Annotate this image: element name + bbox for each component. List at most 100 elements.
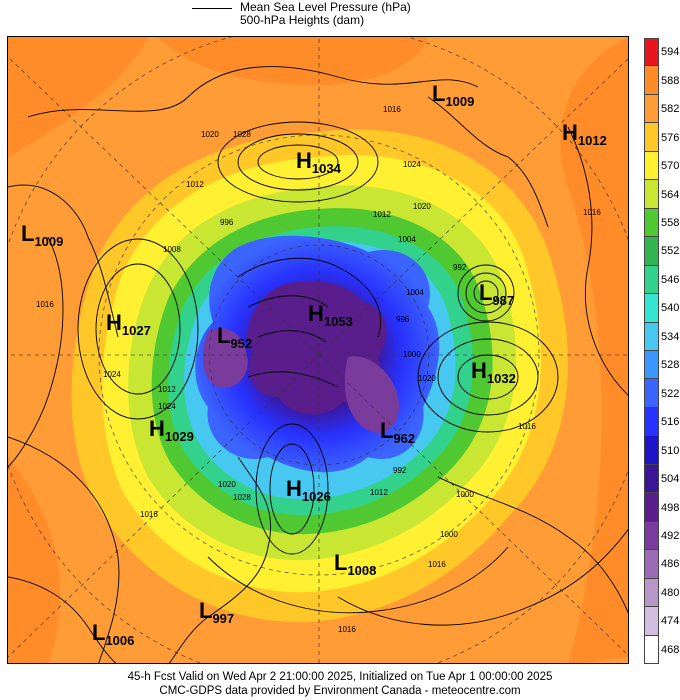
L1008-south: L1008: [334, 550, 376, 578]
isobar-label: 996: [220, 218, 234, 227]
isobar-label: 1020: [201, 130, 219, 139]
pressure-value: 1034: [312, 161, 342, 176]
colorbar-swatch: [644, 493, 659, 522]
colorbar-label: 570: [661, 160, 680, 173]
isobar-label: 1000: [440, 530, 458, 539]
isobar-label: 1016: [428, 560, 446, 569]
pressure-value: 1009: [445, 94, 474, 109]
legend-heights-label: 500-hPa Heights (dam): [240, 13, 365, 27]
isobar-label: 1012: [186, 180, 204, 189]
colorbar-label: 474: [661, 615, 680, 628]
H1027-west: H1027: [106, 310, 151, 338]
colorbar-swatch: [644, 635, 659, 664]
isobar-label: 996: [396, 315, 410, 324]
isobars: [8, 66, 628, 663]
colorbar-label: 528: [661, 359, 680, 372]
isobar-label: 1028: [233, 130, 251, 139]
pressure-value: 962: [393, 431, 415, 446]
colorbar-swatch: [644, 66, 659, 95]
L1006-southwest: L1006: [92, 620, 134, 648]
pressure-value: 997: [212, 611, 234, 626]
H1032-east: H1032: [471, 358, 516, 386]
data-credit-text: CMC-GDPS data provided by Environment Ca…: [159, 685, 521, 697]
colorbar-swatch: [644, 407, 659, 437]
colorbar-label: 492: [661, 529, 680, 542]
isobar-label: 1016: [518, 422, 536, 431]
pressure-type: H: [562, 120, 578, 145]
isobar-label: 1016: [383, 105, 401, 114]
colorbar-swatch: [644, 94, 659, 124]
height-band-588-nw: [8, 37, 148, 157]
isobar-label: 1016: [140, 510, 158, 519]
pressure-line-swatch: [192, 8, 232, 9]
pressure-type: H: [308, 301, 324, 326]
pressure-type: H: [149, 416, 165, 441]
colorbar-label: 516: [661, 416, 680, 429]
colorbar-swatch: [644, 578, 659, 608]
forecast-validity-text: 45-h Fcst Valid on Wed Apr 2 21:00:00 20…: [127, 671, 553, 683]
colorbar-swatch: [644, 294, 659, 323]
pressure-value: 1032: [487, 371, 516, 386]
pressure-type: L: [479, 280, 492, 305]
isobar-label: 1028: [233, 493, 251, 502]
L1009-west: L1009: [21, 221, 63, 249]
colorbar-label: 480: [661, 586, 680, 599]
colorbar-swatch: [644, 436, 659, 465]
colorbar-swatch: [644, 38, 659, 67]
colorbar-label: 558: [661, 216, 680, 229]
L987-east: L987: [479, 280, 514, 308]
pressure-value: 1012: [578, 133, 607, 148]
height-band-588-n: [158, 37, 428, 86]
colorbar-swatch: [644, 464, 659, 494]
colorbar-label: 546: [661, 273, 680, 286]
colorbar-label: 552: [661, 245, 680, 258]
colorbar-label: 510: [661, 444, 680, 457]
pressure-type: L: [199, 598, 212, 623]
L1009-east-pacific: L1009: [432, 81, 474, 109]
colorbar-label: 468: [661, 643, 680, 656]
pressure-type: L: [380, 418, 393, 443]
colorbar-swatch: [644, 151, 659, 181]
H1053-pole: H1053: [308, 301, 353, 329]
colorbar-label: 540: [661, 302, 680, 315]
pressure-value: 1009: [34, 234, 63, 249]
colorbar-label: 504: [661, 473, 680, 486]
pressure-systems: L1009 H1012 H1034 L1009 H1027 L987 H1053…: [21, 81, 607, 648]
isobar-label: 1004: [406, 288, 424, 297]
isobar-label: 992: [453, 263, 467, 272]
colorbar-swatch: [644, 208, 659, 238]
pressure-type: H: [471, 358, 487, 383]
colorbar-label: 582: [661, 103, 680, 116]
L962: L962: [380, 418, 415, 446]
height-band-486-east: [344, 356, 399, 433]
pressure-type: H: [296, 148, 312, 173]
colorbar-swatch: [644, 123, 659, 152]
isobar-label: 1016: [583, 208, 601, 217]
pressure-type: H: [286, 476, 302, 501]
colorbar-label: 498: [661, 501, 680, 514]
pressure-type: L: [217, 323, 230, 348]
isobar-label: 1012: [158, 385, 176, 394]
colorbar-label: 522: [661, 387, 680, 400]
colorbar-label: 594: [661, 46, 680, 59]
isobar-label: 1016: [338, 625, 356, 634]
height-band-588-sw: [8, 457, 61, 663]
isobar-label: 1000: [456, 490, 474, 499]
weather-map: L1009 H1012 H1034 L1009 H1027 L987 H1053…: [7, 36, 629, 664]
colorbar-label: 564: [661, 188, 680, 201]
isobar-label: 992: [393, 466, 407, 475]
isobar-label: 1012: [370, 488, 388, 497]
L997-southwest: L997: [199, 598, 234, 626]
legend-pressure-label: Mean Sea Level Pressure (hPa): [240, 0, 411, 14]
coastlines: [8, 96, 628, 663]
H1012-northeast: H1012: [562, 120, 607, 148]
isobar-label: 1024: [103, 370, 121, 379]
isobar-label: 1024: [403, 160, 421, 169]
colorbar-label: 588: [661, 74, 680, 87]
isobar-label: 1020: [418, 374, 436, 383]
isobar-label: 1008: [163, 245, 181, 254]
colorbar-swatch: [644, 237, 659, 266]
colorbar-label: 576: [661, 131, 680, 144]
pressure-type: L: [334, 550, 347, 575]
pressure-value: 1029: [165, 429, 194, 444]
